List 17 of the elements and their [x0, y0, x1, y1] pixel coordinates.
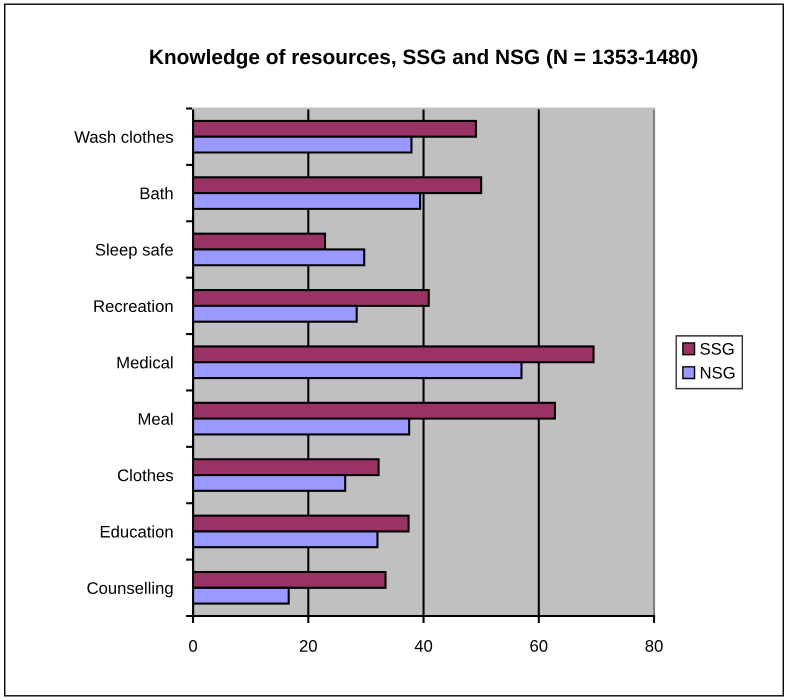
y-tick-label: Clothes	[118, 468, 174, 482]
y-tick-label: Meal	[138, 412, 173, 425]
legend-label: SSG	[700, 342, 734, 355]
y-tick-label: Education	[100, 525, 173, 538]
x-tick-label: 60	[530, 640, 548, 652]
chart-title: Knowledge of resources, SSG and NSG (N = 1353-1480)	[150, 48, 698, 68]
y-tick-label: Bath	[140, 187, 173, 200]
y-tick-label: Wash clothes	[74, 130, 174, 143]
x-tick-label: 80	[645, 640, 663, 652]
y-tick-label: Sleep safe	[96, 243, 173, 259]
y-tick-label: Counselling	[87, 582, 173, 598]
legend-label: NSG	[700, 366, 734, 379]
y-tick-label: Medical	[118, 356, 173, 368]
y-tick-label: Recreation	[94, 300, 173, 312]
x-tick-label: 0	[189, 640, 198, 652]
x-tick-label: 40	[414, 640, 432, 652]
x-tick-label: 20	[300, 640, 317, 652]
